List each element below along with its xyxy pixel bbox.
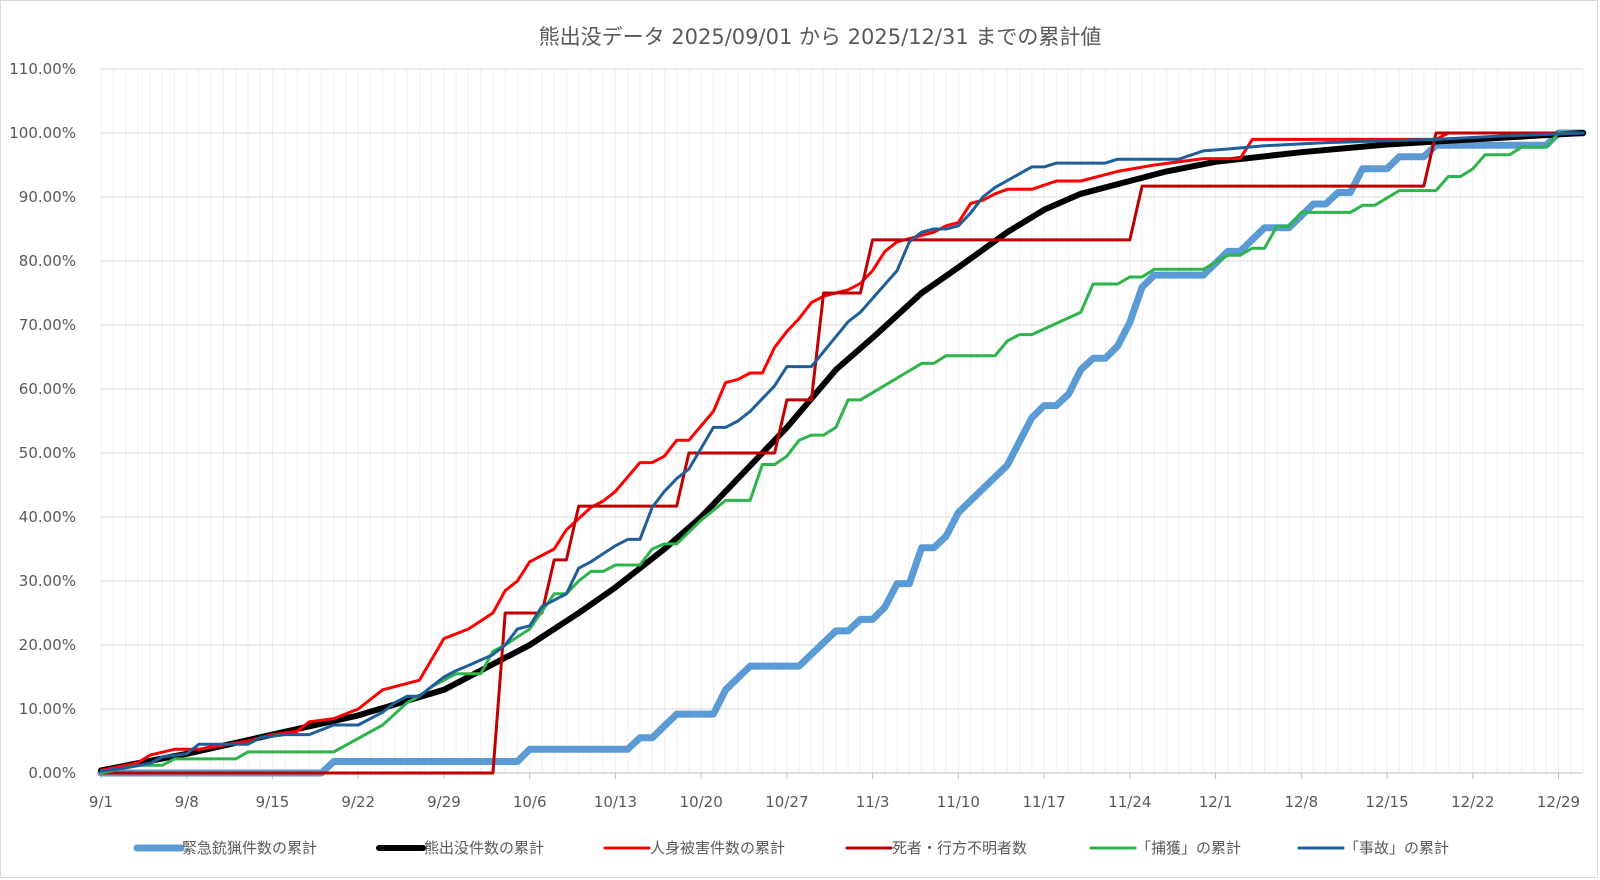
x-tick-label: 10/6 — [513, 793, 547, 811]
legend-label: 「捕獲」の累計 — [1136, 839, 1241, 857]
x-tick-label: 12/29 — [1537, 793, 1580, 811]
y-tick-label: 100.00% — [9, 124, 76, 142]
y-tick-label: 60.00% — [19, 380, 76, 398]
legend: 緊急銃猟件数の累計 熊出没件数の累計 人身被害件数の累計 死者・行方不明者数 「捕獲」の… — [133, 839, 1449, 857]
legend-label: 人身被害件数の累計 — [650, 839, 785, 857]
x-tick-label: 10/20 — [680, 793, 723, 811]
x-tick-label: 10/13 — [594, 793, 637, 811]
y-tick-label: 40.00% — [19, 508, 76, 526]
y-axis-tick-labels: 0.00% 10.00% 20.00% 30.00% 40.00% 50.00% 60.00… — [9, 60, 76, 782]
major-gridlines — [101, 68, 1583, 774]
series-line-5 — [99, 131, 1585, 775]
x-tick-label: 11/17 — [1022, 793, 1065, 811]
x-tick-label: 9/22 — [341, 793, 375, 811]
y-tick-label: 90.00% — [19, 188, 76, 206]
legend-label: 熊出没件数の累計 — [424, 839, 544, 857]
y-tick-label: 110.00% — [9, 60, 76, 78]
x-tick-label: 12/22 — [1451, 793, 1494, 811]
x-tick-label: 9/8 — [175, 793, 199, 811]
series-line-6 — [99, 131, 1585, 773]
chart-title: 熊出没データ 2025/09/01 から 2025/12/31 までの累計値 — [539, 25, 1102, 49]
x-tick-label: 11/10 — [937, 793, 980, 811]
series-line-3 — [99, 131, 1585, 772]
y-tick-label: 20.00% — [19, 636, 76, 654]
legend-label: 死者・行方不明者数 — [892, 839, 1027, 857]
x-tick-label: 12/8 — [1284, 793, 1318, 811]
x-tick-label: 11/3 — [856, 793, 890, 811]
series-line-2 — [98, 130, 1586, 774]
legend-label: 「事故」の累計 — [1344, 839, 1449, 857]
x-tick-label: 9/15 — [256, 793, 290, 811]
x-tick-label: 9/1 — [89, 793, 113, 811]
series-lines — [97, 129, 1587, 777]
x-tick-label: 12/1 — [1199, 793, 1233, 811]
y-tick-label: 0.00% — [28, 764, 76, 782]
y-tick-label: 70.00% — [19, 316, 76, 334]
series-line-1 — [97, 129, 1587, 777]
x-tick-label: 9/29 — [427, 793, 461, 811]
y-tick-label: 80.00% — [19, 252, 76, 270]
y-tick-label: 30.00% — [19, 572, 76, 590]
y-tick-label: 10.00% — [19, 700, 76, 718]
x-tick-label: 12/15 — [1365, 793, 1408, 811]
x-axis-tick-labels: 9/1 9/8 9/15 9/22 9/29 10/6 10/13 10/20 10/27 11/… — [89, 773, 1580, 811]
y-tick-label: 50.00% — [19, 444, 76, 462]
x-tick-label: 11/24 — [1108, 793, 1151, 811]
x-tick-label: 10/27 — [765, 793, 808, 811]
legend-label: 緊急銃猟件数の累計 — [182, 839, 317, 857]
